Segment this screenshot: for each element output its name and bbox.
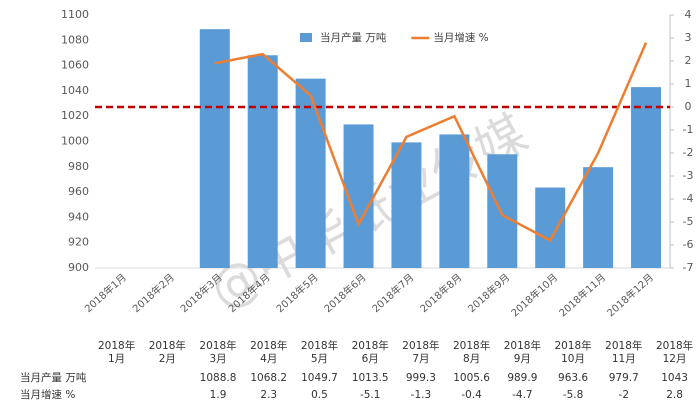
table-header: 2018年3月: [199, 340, 237, 365]
x-tick-label: 2018年12月: [604, 271, 656, 320]
table-header: 2018年9月: [503, 340, 541, 365]
table-cell: 1049.7: [301, 372, 338, 384]
table-cell: 1013.5: [351, 372, 389, 384]
y-tick-label: 1040: [61, 84, 89, 97]
table-cell: -1.3: [410, 389, 432, 401]
y2-tick-label: 4: [685, 8, 692, 21]
table-cell: 1043: [661, 372, 688, 384]
bar: [247, 55, 278, 268]
table-header: 2018年10月: [554, 340, 592, 365]
y2-tick-label: 0: [685, 100, 692, 113]
x-tick-label: 2018年11月: [556, 271, 608, 320]
y-tick-label: 1000: [61, 135, 89, 148]
table-row-label: 当月增速 %: [20, 389, 76, 401]
y2-tick-label: -1: [683, 123, 694, 136]
table-cell: -2: [618, 389, 630, 401]
bar: [535, 187, 566, 268]
table-header: 2018年5月: [300, 340, 339, 365]
table-cell: [142, 370, 193, 387]
y2-tick-label: -3: [683, 169, 694, 182]
table-header: 2018年4月: [250, 340, 288, 365]
x-tick-label: 2018年8月: [417, 271, 464, 315]
table-cell: -0.4: [461, 389, 482, 401]
table-cell: 1088.8: [199, 372, 237, 384]
table-header: 2018年7月: [402, 340, 440, 365]
bar: [439, 134, 470, 268]
y-tick-label: 900: [68, 261, 89, 274]
y2-tick-label: -7: [683, 261, 694, 274]
y2-tick-label: 3: [685, 31, 692, 44]
table-header: 2018年11月: [605, 340, 643, 365]
table-header: 2018年12月: [655, 340, 694, 365]
data-table: 2018年1月 2018年2月 2018年3月 2018年4月 2018年5月 2018年…: [20, 336, 700, 404]
y2-tick-label: 2: [685, 54, 692, 67]
y2-tick-label: -2: [683, 146, 694, 159]
x-tick-label: 2018年9月: [465, 271, 512, 315]
y2-tick-label: -4: [683, 192, 694, 205]
table-cell: 2.8: [666, 389, 683, 401]
y-tick-label: 920: [68, 236, 89, 249]
table-header: 2018年8月: [453, 340, 491, 365]
table-cell: 1.9: [209, 389, 227, 401]
table-row-label: 当月产量 万吨: [20, 372, 87, 384]
table-cell: -5.1: [359, 389, 381, 401]
bar: [199, 29, 230, 268]
legend-label: 当月增速 %: [433, 31, 488, 44]
table-cell: -5.8: [562, 389, 584, 401]
x-tick-label: 2018年6月: [321, 271, 368, 315]
bar: [391, 142, 422, 268]
table-cell: -4.7: [512, 389, 533, 401]
y-tick-label: 980: [68, 160, 89, 173]
table-header: 2018年2月: [148, 340, 186, 365]
line: [214, 42, 648, 243]
table-header: 2018年1月: [97, 340, 136, 365]
y-tick-label: 960: [68, 185, 89, 198]
y-tick-label: 1080: [61, 33, 89, 46]
y2-tick-label: 1: [685, 77, 692, 90]
y-tick-label: 1020: [61, 109, 89, 122]
table-cell: 2.3: [260, 389, 278, 401]
table-cell: 979.7: [608, 372, 639, 384]
bar: [295, 78, 326, 268]
y2-tick-label: -5: [683, 215, 694, 228]
table-cell: [91, 370, 142, 387]
y-tick-label: 1060: [61, 59, 89, 72]
table-cell: 1068.2: [250, 372, 288, 384]
y-tick-label: 940: [68, 210, 89, 223]
x-tick-label: 2018年2月: [130, 271, 177, 315]
bar: [631, 87, 662, 268]
chart: @中华纸业传媒900920940960980100010201040106010…: [61, 8, 694, 320]
legend-swatch: [300, 33, 312, 42]
legend-label: 当月产量 万吨: [320, 31, 387, 44]
table-cell: [91, 387, 142, 404]
table-cell: 963.6: [558, 372, 589, 384]
table-cell: 989.9: [507, 372, 538, 384]
bar: [487, 154, 518, 268]
x-tick-label: 2018年1月: [82, 271, 129, 315]
table-cell: 1005.6: [453, 372, 490, 384]
table-cell: 999.3: [405, 372, 436, 384]
bar: [583, 167, 614, 268]
y-tick-label: 1100: [61, 8, 89, 21]
x-tick-label: 2018年10月: [508, 271, 560, 320]
table-header: 2018年6月: [351, 340, 389, 365]
y2-tick-label: -6: [683, 238, 694, 251]
table-corner: [20, 336, 91, 370]
table-cell: [142, 387, 193, 404]
table-cell: 0.5: [311, 389, 328, 401]
x-tick-label: 2018年7月: [369, 271, 416, 315]
